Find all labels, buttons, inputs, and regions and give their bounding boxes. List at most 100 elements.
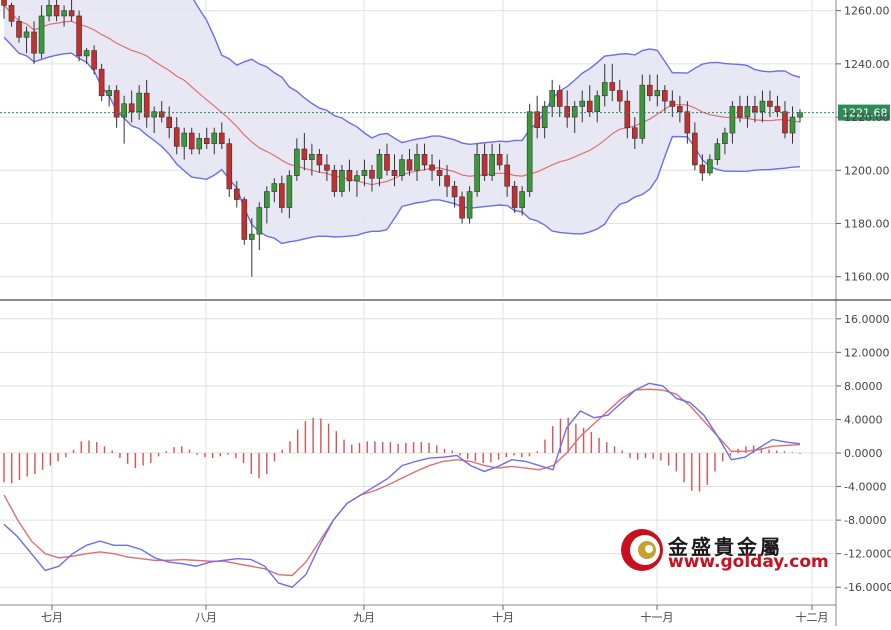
macd-signal-line (3, 388, 801, 577)
candle-body (8, 5, 15, 22)
macd-tick-label: -8.0000 (844, 514, 886, 527)
candle-body (451, 185, 458, 198)
macd-tick-label: 4.0000 (844, 413, 883, 426)
candle-body (294, 148, 300, 176)
candle-body (707, 159, 713, 174)
candle-body (46, 5, 52, 17)
candle-body (166, 116, 173, 129)
candle-body (286, 175, 293, 208)
candle-body (662, 90, 668, 102)
candle-body (782, 111, 788, 134)
candle-body (684, 111, 691, 134)
macd-tick-label: 12.0000 (844, 346, 890, 359)
candle-body (459, 196, 465, 219)
candle-body (301, 148, 308, 160)
candle-body (339, 169, 345, 192)
price-tick-label: 1220.00 (844, 111, 890, 124)
x-tick-label: 十二月 (796, 610, 829, 624)
price-tick-label: 1240.00 (844, 58, 890, 71)
candle-body (68, 10, 75, 17)
candle-body (639, 84, 646, 139)
candle-body (324, 164, 330, 171)
candle-body (354, 175, 360, 182)
candle-body (143, 92, 150, 118)
candle-body (249, 233, 255, 240)
candle-body (669, 100, 676, 107)
candle-body (61, 10, 67, 17)
bollinger-lower-line (3, 36, 801, 245)
candle-body (654, 90, 661, 97)
candle-body (519, 191, 525, 208)
candle-body (211, 132, 218, 144)
candle-body (91, 50, 97, 70)
candles (1, 0, 803, 277)
candle-body (76, 15, 82, 57)
candle-body (759, 100, 766, 113)
candle-body (729, 106, 736, 134)
candle-body (481, 154, 488, 176)
candle-body (158, 111, 165, 118)
candle-body (113, 90, 120, 118)
candle-body (421, 154, 428, 166)
candle-body (699, 164, 706, 174)
candle-body (722, 132, 728, 144)
candle-body (346, 169, 353, 182)
candle-body (121, 103, 127, 118)
candle-body (369, 169, 375, 179)
candle-body (218, 132, 225, 144)
candle-body (609, 82, 616, 91)
candle-body (1, 0, 7, 6)
candle-body (797, 112, 803, 118)
candle-body (316, 154, 323, 166)
candle-body (406, 159, 413, 171)
macd-tick-label: -16.0000 (844, 581, 891, 594)
macd-tick-label: 0.0000 (844, 447, 883, 460)
x-tick-label: 九月 (353, 611, 375, 624)
candle-body (188, 132, 195, 150)
candle-body (16, 20, 22, 38)
macd-tick-label: 8.0000 (844, 380, 883, 393)
candle-body (594, 95, 601, 113)
candle-body (53, 5, 60, 17)
candle-body (489, 154, 495, 176)
candle-body (136, 92, 142, 113)
candle-body (564, 106, 571, 118)
candle-body (692, 132, 698, 166)
candle-body (677, 106, 683, 113)
macd-tick-label: 16.0000 (844, 313, 890, 326)
x-tick-label: 十一月 (641, 610, 674, 624)
candle-body (331, 169, 338, 192)
candle-body (151, 111, 157, 118)
candle-body (444, 175, 450, 187)
candle-body (752, 106, 758, 113)
x-tick-label: 八月 (195, 611, 217, 624)
price-tick-label: 1200.00 (844, 164, 890, 177)
candle-body (714, 143, 721, 160)
candle-body (23, 31, 30, 38)
watermark-chinese-name: 金盛貴金屬 (668, 535, 783, 559)
price-tick-label: 1180.00 (844, 218, 890, 231)
candle-body (774, 106, 781, 113)
price-tick-label: 1260.00 (844, 5, 890, 18)
candle-body (31, 31, 37, 54)
x-tick-label: 十月 (492, 610, 514, 624)
candle-body (631, 127, 638, 139)
macd-histogram (3, 417, 801, 492)
candle-body (196, 138, 203, 150)
macd-fast-line (3, 382, 801, 589)
candle-body (534, 111, 540, 129)
candle-body (181, 132, 188, 147)
candle-body (767, 100, 773, 107)
candle-body (647, 84, 653, 97)
watermark-url: www.golday.com (668, 552, 829, 572)
candle-body (549, 90, 555, 107)
candle-body (511, 185, 518, 208)
candle-body (496, 154, 503, 166)
candle-body (391, 169, 398, 176)
candle-body (241, 199, 248, 240)
candle-body (616, 90, 623, 102)
candle-body (744, 106, 751, 118)
candle-body (233, 188, 240, 200)
